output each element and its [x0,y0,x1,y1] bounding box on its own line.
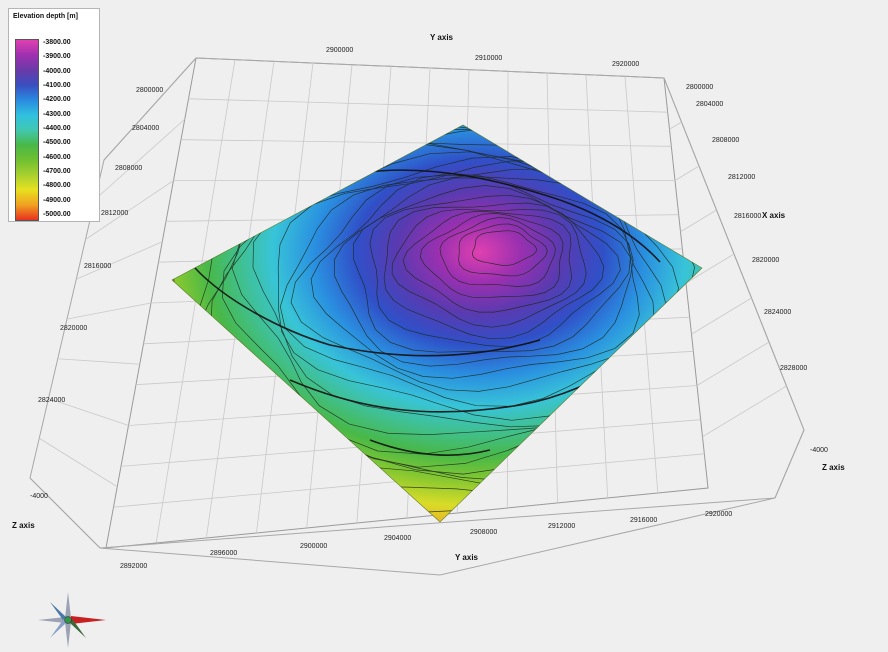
tick-label: 2804000 [132,125,159,132]
legend-title: Elevation depth [m] [13,13,78,20]
grid-line [66,302,152,320]
tick-label: 2910000 [475,55,502,62]
tick-label: 2820000 [60,325,87,332]
contour-line [369,194,621,348]
grid-line [691,297,752,335]
legend-value: -4900.00 [43,196,71,204]
compass-rose-icon[interactable] [36,590,108,650]
grid-line [669,121,682,130]
tick-label: 2808000 [712,137,739,144]
z-axis-label-left: Z axis [12,521,35,530]
tick-label: 2800000 [686,84,713,91]
tick-label: 2912000 [548,523,575,530]
legend-value: -4100.00 [43,82,71,89]
grid-line [57,358,140,365]
tick-label: 2820000 [752,257,779,264]
grid-line [685,253,735,284]
contour-line [471,230,537,266]
bottom-y-ticks: 2892000 2896000 2900000 2904000 2908000 … [120,511,732,570]
grid-line [76,241,163,280]
legend-value: -4300.00 [43,110,71,118]
tick-label: 2892000 [120,563,147,570]
grid-line [702,385,787,438]
contour-line [402,210,573,313]
grid-line [696,341,770,386]
left-x-ticks: 2800000 2804000 2808000 2812000 2816000 … [38,87,163,404]
tick-label: 2900000 [326,47,353,54]
y-axis-label-top: Y axis [430,33,454,42]
legend-value: -4800.00 [43,182,71,190]
legend-value: -5000.00 [43,211,71,218]
legend-value: -4200.00 [43,96,71,104]
top-y-ticks: 2900000 2910000 2920000 [326,47,639,68]
legend-value: -4600.00 [43,153,71,161]
grid-line [680,209,717,233]
tick-label: 2904000 [384,535,411,542]
tick-label: 2900000 [300,543,327,550]
tick-label: 2812000 [101,210,128,217]
y-axis-label-bottom: Y axis [455,553,479,562]
legend-value: -3900.00 [43,53,71,61]
contour-line [458,223,548,277]
tick-label: 2896000 [210,550,237,557]
grid-line [48,398,129,426]
legend-value: -4000.00 [43,67,71,75]
tick-label: 2816000 [734,213,761,220]
legend-value: -3800.00 [43,39,71,46]
tick-label: 2816000 [84,263,111,270]
contour-line [439,217,556,287]
tick-label: 2908000 [470,529,497,536]
legend-value: -4700.00 [43,168,71,175]
contour-line [420,213,564,299]
legend-color-bar [15,39,39,221]
grid-line [39,437,118,488]
z-tick-right: -4000 [810,447,828,454]
tick-label: 2916000 [630,517,657,524]
tick-label: 2800000 [136,87,163,94]
tick-label: 2920000 [612,61,639,68]
contour-line [310,172,640,379]
contour-line [353,185,631,353]
legend-value: -4400.00 [43,125,71,132]
right-x-ticks: 2800000 2804000 2808000 2812000 2816000 … [686,84,807,372]
tick-label: 2824000 [764,309,791,316]
tick-label: 2824000 [38,397,65,404]
grid-line [674,165,700,181]
tick-label: 2808000 [115,165,142,172]
grid-line [85,180,174,240]
z-tick-left: -4000 [30,493,48,500]
tick-label: 2828000 [780,365,807,372]
grid-line [94,118,186,201]
contour-line [333,177,634,367]
legend-value: -4500.00 [43,139,71,147]
tick-label: 2920000 [705,511,732,518]
legend-values: -3800.00 -3900.00 -4000.00 -4100.00 -4200.00… [43,39,99,221]
tick-label: 2812000 [728,174,755,181]
contour-line [391,208,587,328]
tick-label: 2804000 [696,101,723,108]
color-legend: Elevation depth [m] -3800.00 -3900.00 -400… [8,8,100,222]
elevation-surface [171,124,703,523]
z-axis-label-right: Z axis [822,463,845,472]
x-axis-label: X axis [762,211,786,220]
